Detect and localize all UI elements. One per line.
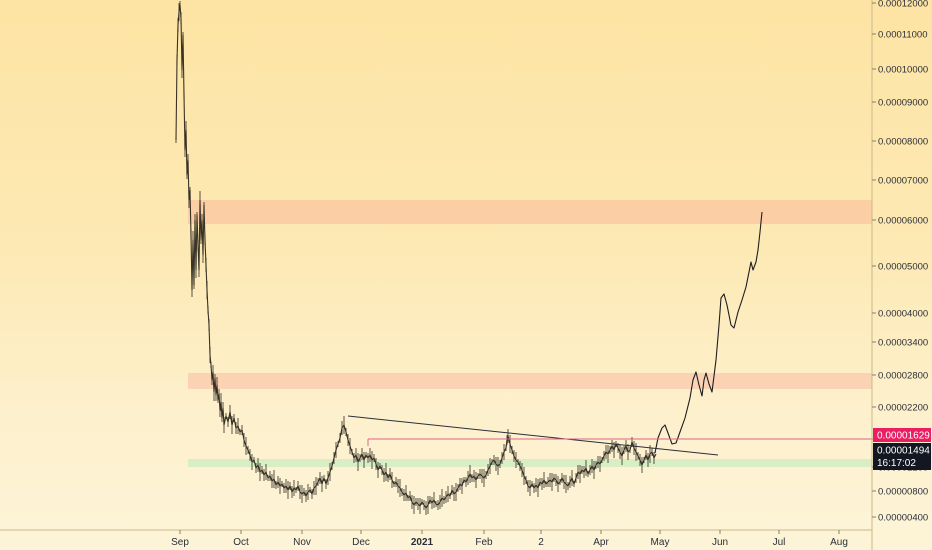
x-tick-label: Feb [475, 537, 493, 548]
y-tick-label: 0.00012000 [878, 0, 928, 10]
y-tick-label: 0.00002200 [878, 403, 928, 414]
y-tick-label: 0.00006000 [878, 216, 928, 227]
x-tick-label: Aug [830, 537, 848, 548]
resistance-zone-middle [188, 373, 872, 389]
y-tick-label: 0.00003400 [878, 338, 928, 349]
y-tick-label: 0.00000400 [878, 513, 928, 524]
resistance-zone-upper [188, 200, 872, 224]
last-price-tag-pink-label: 0.00001629 [877, 431, 930, 442]
price-series [175, 4, 657, 509]
y-tick-label: 0.00004000 [878, 309, 928, 320]
support-zone [188, 459, 872, 467]
descending-trendline [347, 415, 719, 456]
x-tick-label: Oct [233, 537, 249, 548]
x-tick-label: Sep [171, 537, 189, 548]
y-tick-label: 0.00000800 [878, 487, 928, 498]
x-tick-label: Apr [593, 537, 609, 548]
y-tick-label: 0.00009000 [878, 98, 928, 109]
y-tick-label: 0.00011000 [878, 30, 928, 41]
x-tick-label: 2 [538, 537, 544, 548]
current-price-tag [873, 443, 931, 470]
projection-curve [654, 211, 763, 454]
last-price-tag-pink [873, 428, 931, 442]
x-tick-label: Dec [352, 537, 370, 548]
y-tick-label: 0.00010000 [878, 65, 928, 76]
y-tick-label: 0.00008000 [878, 137, 928, 148]
x-tick-label: Jul [773, 537, 786, 548]
x-tick-label: May [651, 537, 670, 548]
y-tick-label: 0.00007000 [878, 176, 928, 187]
x-tick-label: Jun [712, 537, 728, 548]
x-tick-label: 2021 [411, 537, 434, 548]
current-price-countdown: 16:17:02 [877, 458, 916, 469]
y-tick-label: 0.00005000 [878, 262, 928, 273]
current-price-tag-label: 0.00001494 [877, 446, 930, 457]
x-tick-label: Nov [293, 537, 311, 548]
y-tick-label: 0.00002800 [878, 371, 928, 382]
